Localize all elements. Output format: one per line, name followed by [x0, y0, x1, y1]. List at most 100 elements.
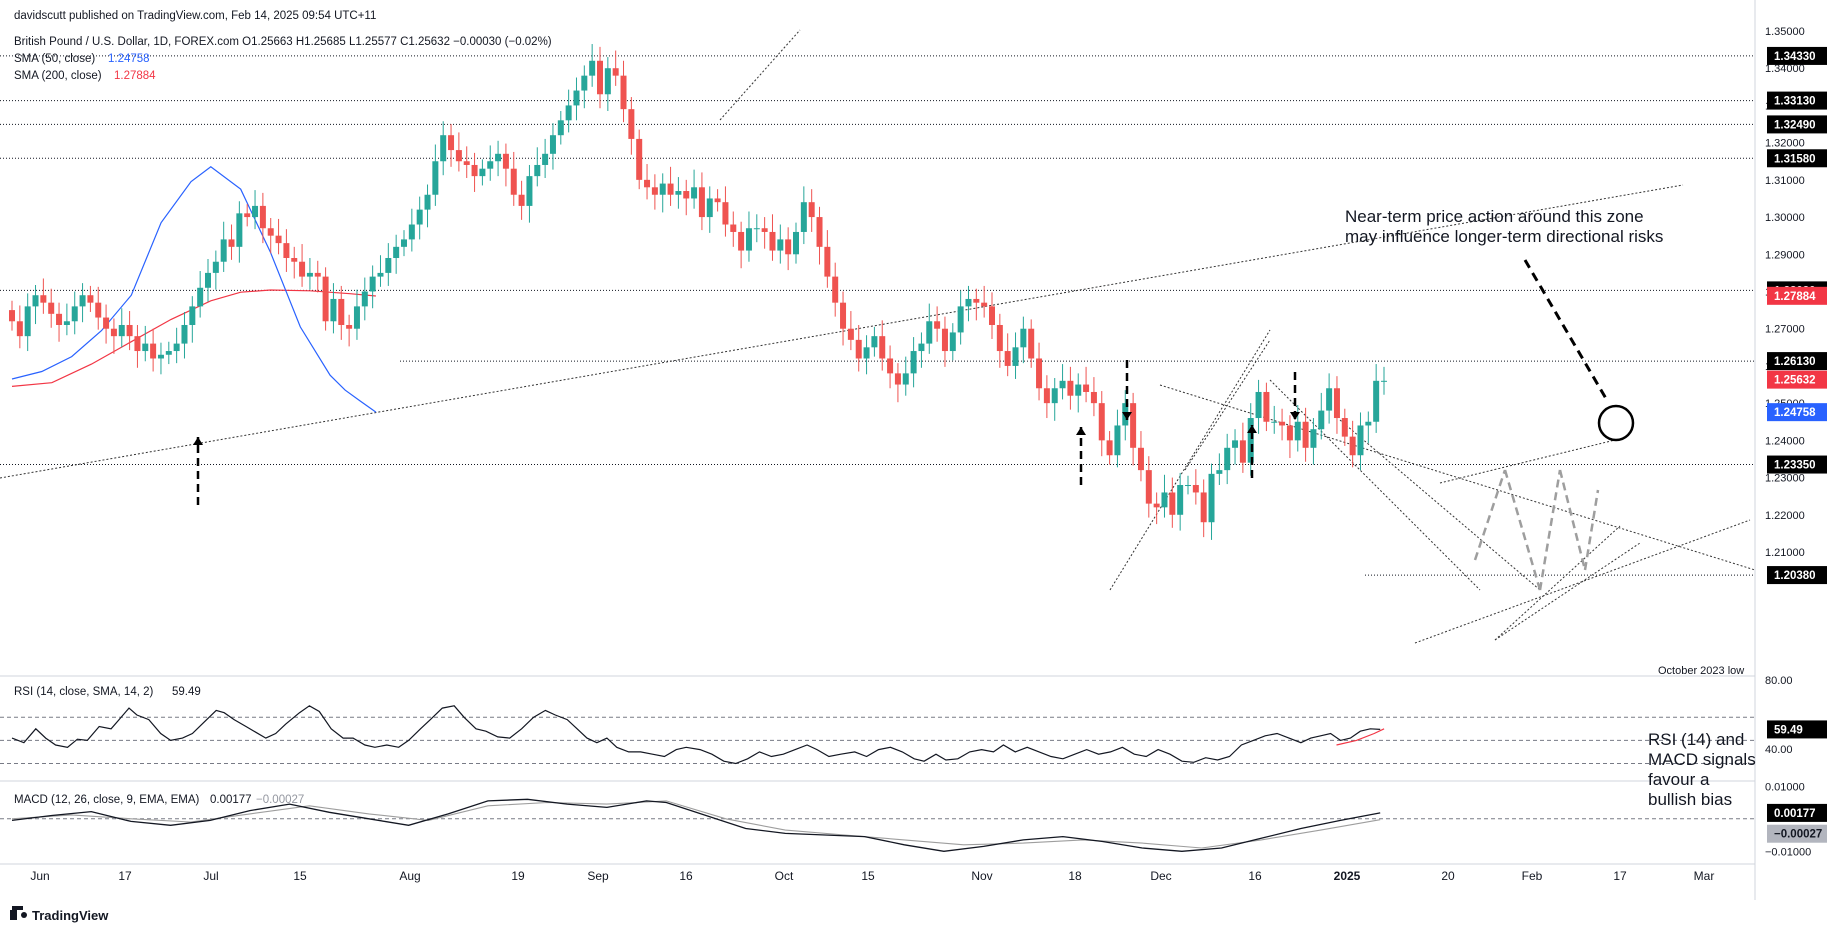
candle-body — [1310, 429, 1317, 448]
long-trendline — [0, 184, 1684, 479]
candle — [401, 230, 407, 257]
arrow-up-nov-head — [1076, 427, 1086, 435]
candle — [306, 258, 313, 290]
candle-body — [1286, 425, 1293, 441]
rsi-note-1: RSI (14) and — [1648, 730, 1744, 749]
candle-body — [212, 261, 219, 273]
candle — [228, 224, 235, 260]
sept-channel — [719, 29, 801, 121]
candle — [902, 356, 909, 396]
candle-body — [722, 202, 729, 225]
rsi-sma-line — [1336, 728, 1385, 746]
arrow-up-july-head — [193, 437, 203, 445]
candle-body — [745, 228, 752, 251]
candle-body — [1153, 503, 1160, 508]
candle-body — [714, 198, 721, 203]
candle — [63, 303, 70, 336]
candle-body — [949, 332, 956, 352]
candle-body — [549, 135, 556, 154]
candle-body — [385, 258, 392, 273]
candle-body — [408, 224, 415, 240]
macd-badge-bg — [1767, 803, 1827, 822]
candle-body — [150, 343, 157, 359]
candle-body — [1145, 470, 1152, 504]
candle-body — [879, 336, 886, 359]
pattern-line — [1503, 469, 1542, 591]
y-tick-label: 1.34000 — [1765, 63, 1805, 75]
candle — [1200, 479, 1207, 538]
footer-brand[interactable]: TradingView — [32, 908, 109, 923]
candle-body — [1294, 421, 1301, 441]
candle — [667, 166, 674, 206]
candle-body — [581, 75, 588, 91]
candle-body — [1263, 391, 1270, 422]
candle — [549, 123, 556, 170]
level-badge-bg — [1767, 149, 1827, 168]
macd-tick-label: 0.01000 — [1765, 781, 1805, 793]
candle-body — [730, 224, 737, 232]
candle-body — [628, 109, 635, 139]
candle — [1216, 453, 1223, 486]
candle — [1318, 392, 1325, 440]
level-badge: 1.31580 — [1774, 153, 1816, 165]
candle-body — [706, 198, 713, 218]
candle-body — [1004, 351, 1011, 366]
candle-body — [902, 373, 909, 385]
level-badge-bg — [1767, 91, 1827, 110]
candle-body — [401, 239, 407, 247]
y-tick-label: 1.22000 — [1765, 510, 1805, 522]
candle — [769, 214, 776, 261]
candle — [393, 234, 400, 274]
candle — [299, 244, 306, 287]
x-tick-label: Jun — [30, 869, 49, 883]
candle-body — [56, 313, 63, 325]
candle-body — [455, 150, 462, 162]
macd-label: MACD (12, 26, close, 9, EMA, EMA) — [14, 794, 200, 806]
candle — [440, 121, 447, 176]
candle-body — [1224, 447, 1231, 471]
level-badge: 1.23350 — [1774, 460, 1816, 472]
candle — [1114, 409, 1121, 468]
pattern-line — [1473, 469, 1507, 561]
candle-body — [173, 343, 180, 352]
candle-body — [369, 276, 376, 292]
sma200-value: 1.27884 — [114, 70, 156, 82]
candle-body — [118, 324, 125, 337]
arrow-down-nov-head — [1122, 412, 1132, 420]
candle — [448, 124, 455, 167]
y-tick-label: 1.27000 — [1765, 324, 1805, 336]
x-tick-label: 16 — [679, 869, 693, 883]
x-tick-label: Mar — [1694, 869, 1715, 883]
candle — [1185, 475, 1191, 495]
candle-body — [283, 243, 290, 259]
candle-body — [87, 295, 94, 303]
macd-value: 0.00177 — [210, 794, 252, 806]
candle — [1373, 364, 1380, 433]
candle-body — [620, 75, 627, 110]
candle — [949, 323, 956, 361]
y-tick-label: 1.32000 — [1765, 138, 1805, 150]
candle-body — [134, 336, 141, 352]
published-line: davidscutt published on TradingView.com,… — [14, 10, 376, 22]
x-tick-label: 17 — [1613, 869, 1627, 883]
x-tick-label: Oct — [775, 869, 794, 883]
candle-body — [989, 306, 995, 325]
candle — [941, 316, 948, 367]
candle — [526, 164, 533, 223]
x-tick-label: Aug — [399, 869, 420, 883]
x-tick-label: Dec — [1150, 869, 1171, 883]
candle — [1090, 377, 1097, 417]
price-badge-bg — [1767, 403, 1827, 422]
candle-body — [79, 295, 86, 307]
candle-body — [1373, 380, 1380, 422]
candle-body — [314, 272, 321, 277]
candle-body — [1247, 418, 1254, 463]
candle — [134, 324, 141, 368]
candle — [620, 60, 627, 123]
candle — [16, 305, 23, 349]
candle-body — [16, 321, 23, 337]
x-tick-label: 16 — [1248, 869, 1262, 883]
candle — [220, 221, 227, 272]
candle-body — [1271, 421, 1278, 423]
